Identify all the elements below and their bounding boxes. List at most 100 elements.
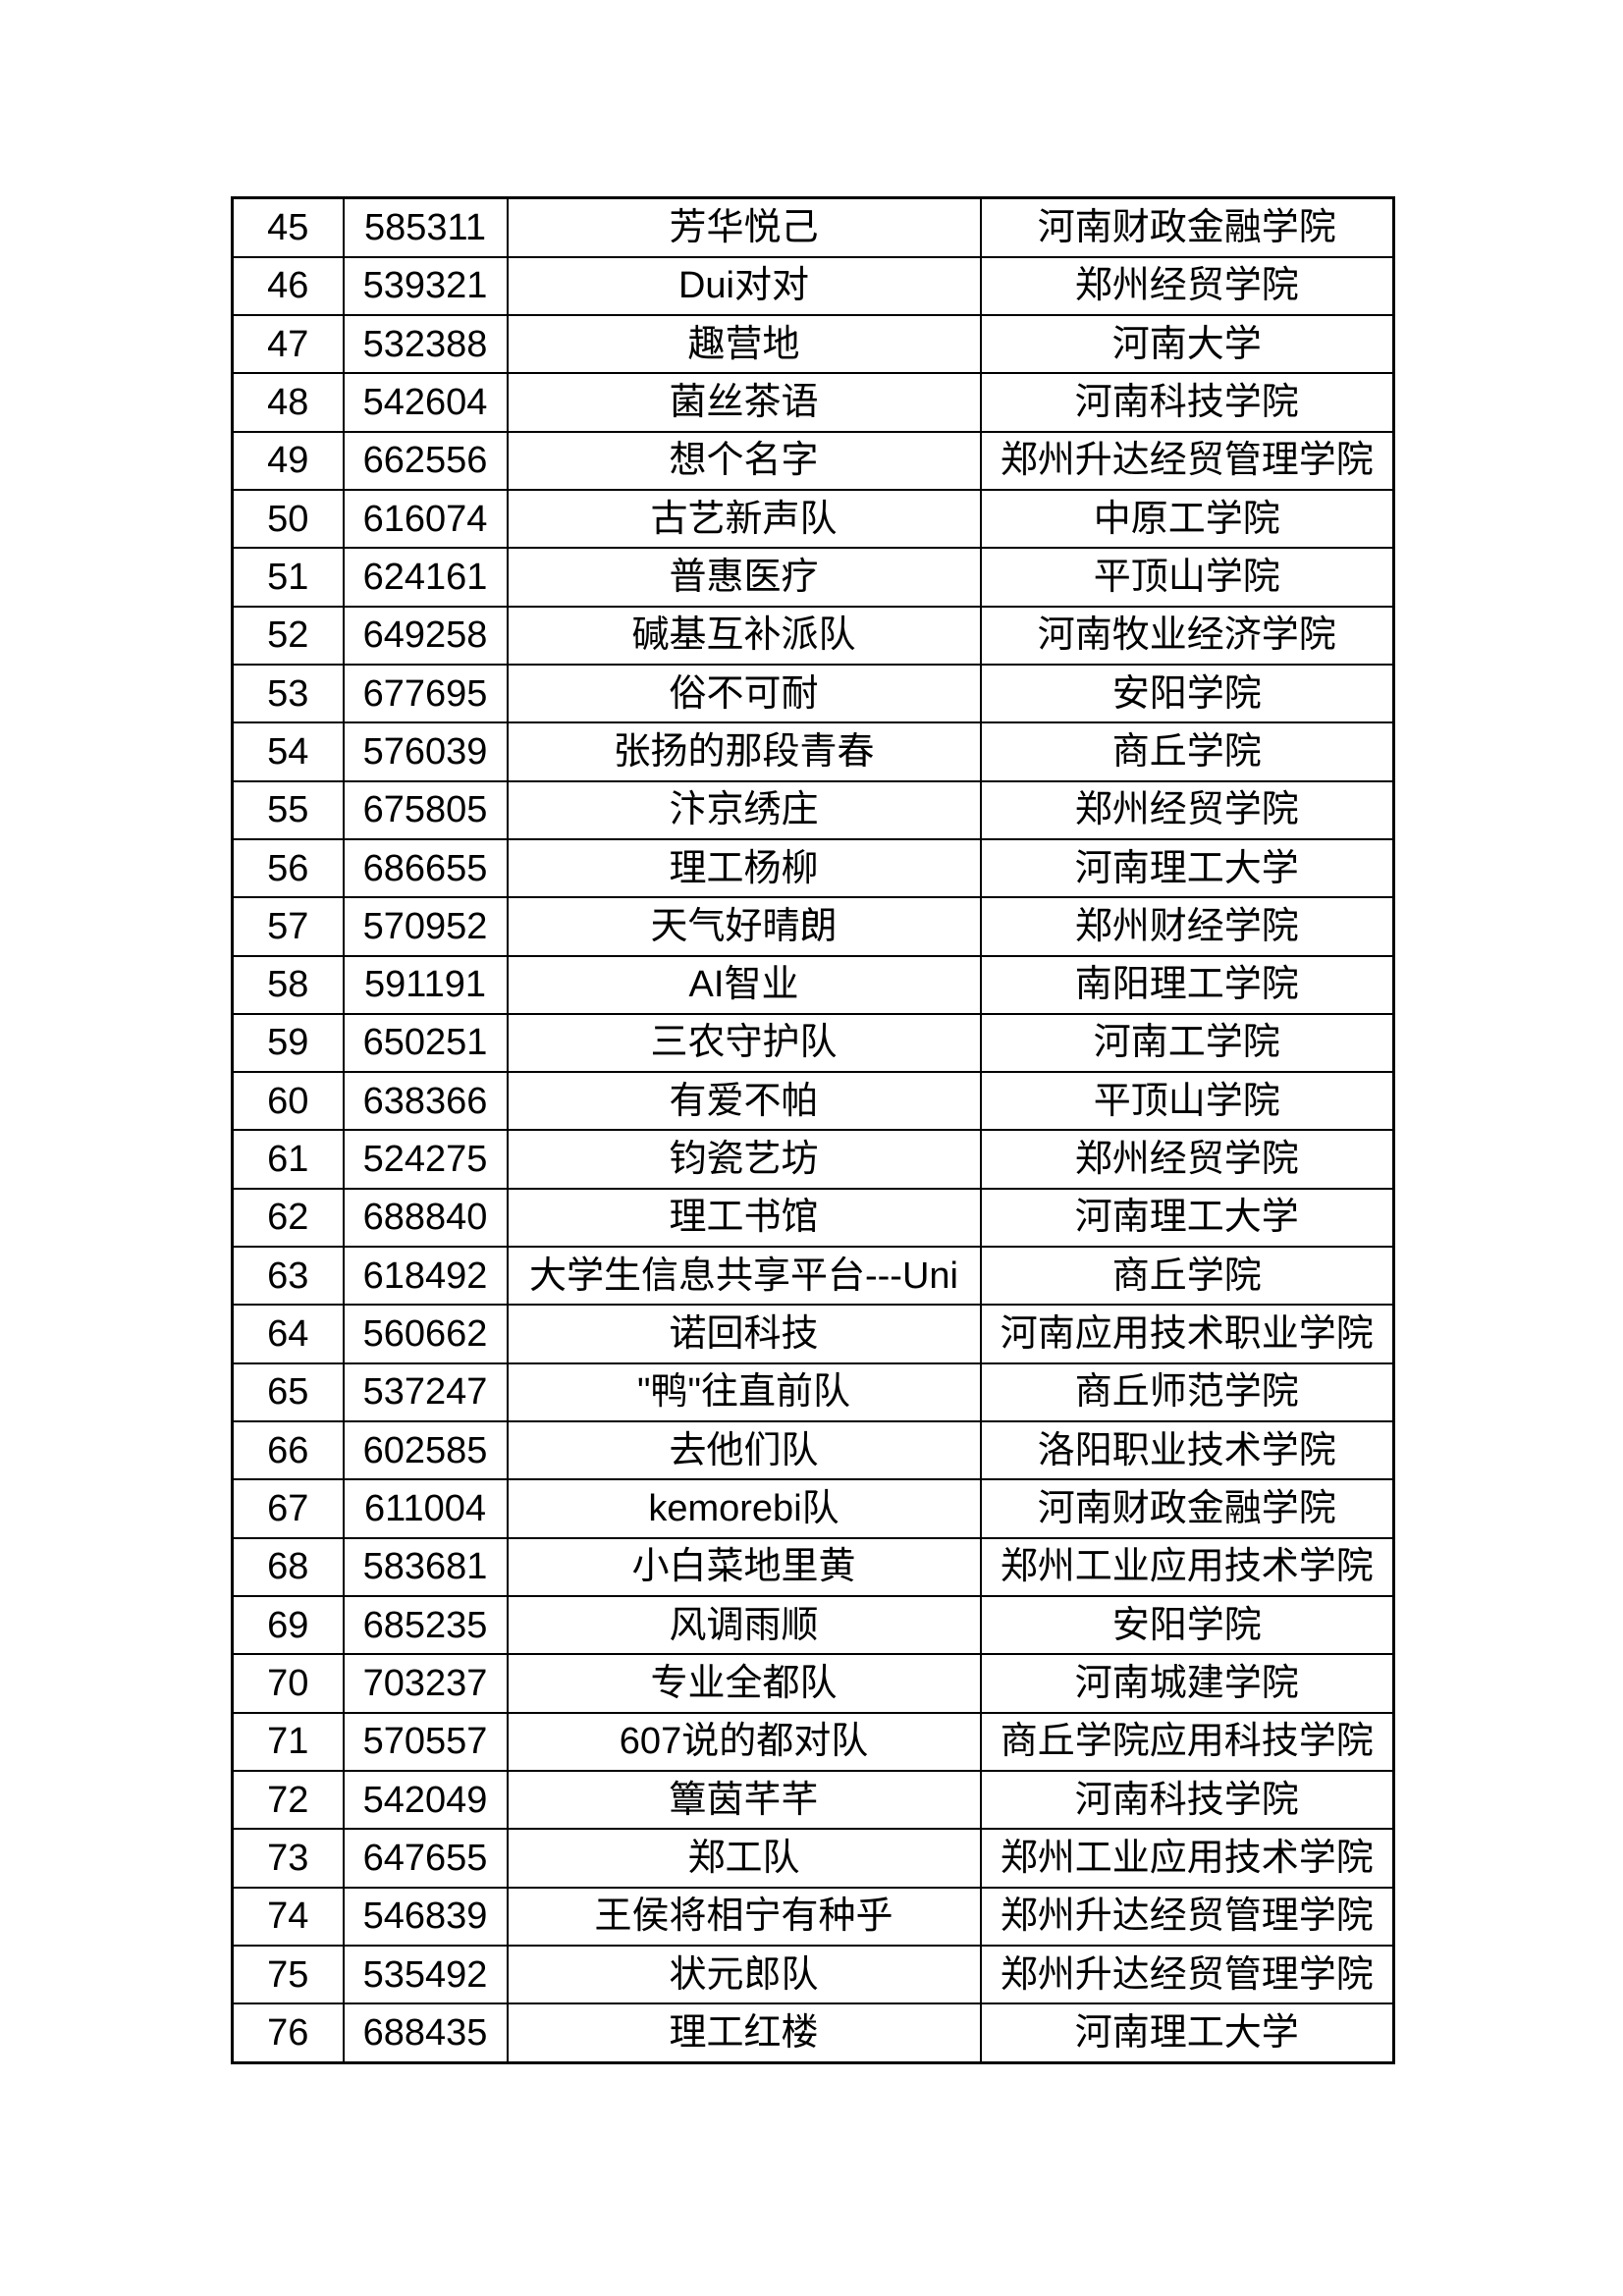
table-row: 69 685235 风调雨顺 安阳学院: [231, 1595, 1395, 1656]
table-row: 70 703237 专业全都队 河南城建学院: [231, 1653, 1395, 1714]
table-row: 67 611004 kemorebi队 河南财政金融学院: [231, 1478, 1395, 1539]
table-row: 75 535492 状元郎队 郑州升达经贸管理学院: [231, 1945, 1395, 2005]
team-name-cell: 607说的都对队: [506, 1711, 982, 1773]
team-id-cell: 624161: [342, 547, 509, 608]
rank-cell-text: 47: [267, 323, 309, 365]
rank-cell-text: 46: [267, 265, 309, 307]
team-name-cell-text: 风调雨顺: [669, 1604, 819, 1646]
team-id-cell-text: 602585: [362, 1429, 488, 1471]
team-name-cell-text: 想个名字: [669, 440, 819, 482]
team-id-cell-text: 546839: [362, 1896, 488, 1938]
table-row: 73 647655 郑工队 郑州工业应用技术学院: [231, 1828, 1395, 1889]
team-name-cell: 诺回科技: [506, 1304, 982, 1364]
team-id-cell: 611004: [342, 1478, 509, 1539]
school-cell-text: 河南科技学院: [1074, 1779, 1299, 1821]
team-name-cell: 状元郎队: [506, 1945, 982, 2005]
school-cell-text: 河南财政金融学院: [1037, 1488, 1336, 1530]
team-id-cell: 616074: [342, 488, 509, 550]
school-cell-text: 南阳理工学院: [1074, 964, 1299, 1006]
school-cell-text: 郑州升达经贸管理学院: [1000, 440, 1374, 482]
school-cell: 河南城建学院: [979, 1653, 1395, 1714]
table-row: 45 585311 芳华悦己 河南财政金融学院: [231, 196, 1395, 258]
team-id-cell: 583681: [342, 1536, 509, 1598]
rank-cell: 50: [231, 488, 345, 550]
team-name-cell: 趣营地: [506, 313, 982, 375]
team-id-cell: 686655: [342, 837, 509, 899]
team-id-cell: 539321: [342, 255, 509, 316]
school-cell-text: 河南理工大学: [1074, 2012, 1299, 2055]
team-id-cell-text: 624161: [362, 556, 488, 598]
team-name-cell: 张扬的那段青春: [506, 721, 982, 782]
team-id-cell: 532388: [342, 313, 509, 375]
school-cell: 郑州升达经贸管理学院: [979, 1945, 1395, 2005]
rank-cell-text: 53: [267, 672, 309, 715]
table-row: 64 560662 诺回科技 河南应用技术职业学院: [231, 1304, 1395, 1364]
rank-cell: 65: [231, 1362, 345, 1423]
rank-cell-text: 52: [267, 614, 309, 657]
school-cell: 中原工学院: [979, 488, 1395, 550]
team-name-cell: 理工书馆: [506, 1187, 982, 1249]
rank-cell-text: 76: [267, 2012, 309, 2055]
team-id-cell-text: 583681: [362, 1546, 488, 1588]
school-cell-text: 河南工学院: [1093, 1022, 1280, 1064]
team-id-cell: 570952: [342, 896, 509, 957]
school-cell: 平顶山学院: [979, 1071, 1395, 1132]
team-name-cell: 菌丝茶语: [506, 372, 982, 433]
school-cell: 河南应用技术职业学院: [979, 1304, 1395, 1364]
rank-cell-text: 61: [267, 1139, 309, 1181]
school-cell-text: 商丘学院: [1111, 730, 1262, 773]
team-name-cell: Dui对对: [506, 255, 982, 316]
rank-cell: 49: [231, 430, 345, 491]
rank-cell-text: 64: [267, 1313, 309, 1356]
rank-cell-text: 50: [267, 498, 309, 540]
table-row: 65 537247 "鸭"往直前队 商丘师范学院: [231, 1362, 1395, 1423]
team-name-cell-text: 诺回科技: [669, 1313, 819, 1356]
rank-cell: 64: [231, 1304, 345, 1364]
rank-cell: 56: [231, 837, 345, 899]
school-cell-text: 郑州财经学院: [1074, 905, 1299, 947]
school-cell-text: 河南科技学院: [1074, 381, 1299, 423]
rank-cell: 69: [231, 1595, 345, 1656]
rank-cell: 63: [231, 1246, 345, 1307]
team-name-cell-text: 古艺新声队: [650, 498, 838, 540]
team-id-cell-text: 560662: [362, 1313, 488, 1356]
team-name-cell: 大学生信息共享平台---Uni: [506, 1246, 982, 1307]
team-name-cell: "鸭"往直前队: [506, 1362, 982, 1423]
school-cell: 郑州升达经贸管理学院: [979, 430, 1395, 491]
table-row: 60 638366 有爱不帕 平顶山学院: [231, 1071, 1395, 1132]
rank-cell: 57: [231, 896, 345, 957]
school-cell: 河南科技学院: [979, 1770, 1395, 1831]
team-name-cell-text: 钧瓷艺坊: [669, 1139, 819, 1181]
table-row: 46 539321 Dui对对 郑州经贸学院: [231, 255, 1395, 316]
rank-cell-text: 49: [267, 440, 309, 482]
team-name-cell-text: 三农守护队: [650, 1022, 838, 1064]
team-name-cell: 芳华悦己: [506, 196, 982, 258]
school-cell-text: 郑州工业应用技术学院: [1000, 1838, 1374, 1880]
teams-table-body: 45 585311 芳华悦己 河南财政金融学院 46 539321 Dui对对 郑州经贸学院 4…: [231, 196, 1395, 2064]
team-id-cell-text: 685235: [362, 1604, 488, 1646]
table-row: 72 542049 簟茵芊芊 河南科技学院: [231, 1770, 1395, 1831]
school-cell-text: 商丘学院应用科技学院: [1000, 1721, 1374, 1763]
team-id-cell: 570557: [342, 1711, 509, 1773]
team-name-cell-text: 有爱不帕: [669, 1080, 819, 1122]
rank-cell-text: 71: [267, 1721, 309, 1763]
team-id-cell-text: 647655: [362, 1838, 488, 1880]
team-id-cell-text: 677695: [362, 672, 488, 715]
school-cell-text: 河南应用技术职业学院: [1000, 1313, 1374, 1356]
table-row: 66 602585 去他们队 洛阳职业技术学院: [231, 1420, 1395, 1481]
rank-cell-text: 60: [267, 1080, 309, 1122]
team-name-cell-text: 状元郎队: [669, 1953, 819, 1996]
school-cell: 南阳理工学院: [979, 954, 1395, 1015]
school-cell: 安阳学院: [979, 1595, 1395, 1656]
team-name-cell: 碱基互补派队: [506, 605, 982, 666]
team-name-cell-text: 理工红楼: [669, 2012, 819, 2055]
rank-cell: 59: [231, 1012, 345, 1074]
team-name-cell-text: 小白菜地里黄: [631, 1546, 856, 1588]
school-cell: 河南理工大学: [979, 837, 1395, 899]
rank-cell: 76: [231, 2002, 345, 2064]
team-name-cell: 小白菜地里黄: [506, 1536, 982, 1598]
school-cell: 商丘学院应用科技学院: [979, 1711, 1395, 1773]
school-cell-text: 安阳学院: [1111, 672, 1262, 715]
team-id-cell: 546839: [342, 1886, 509, 1948]
